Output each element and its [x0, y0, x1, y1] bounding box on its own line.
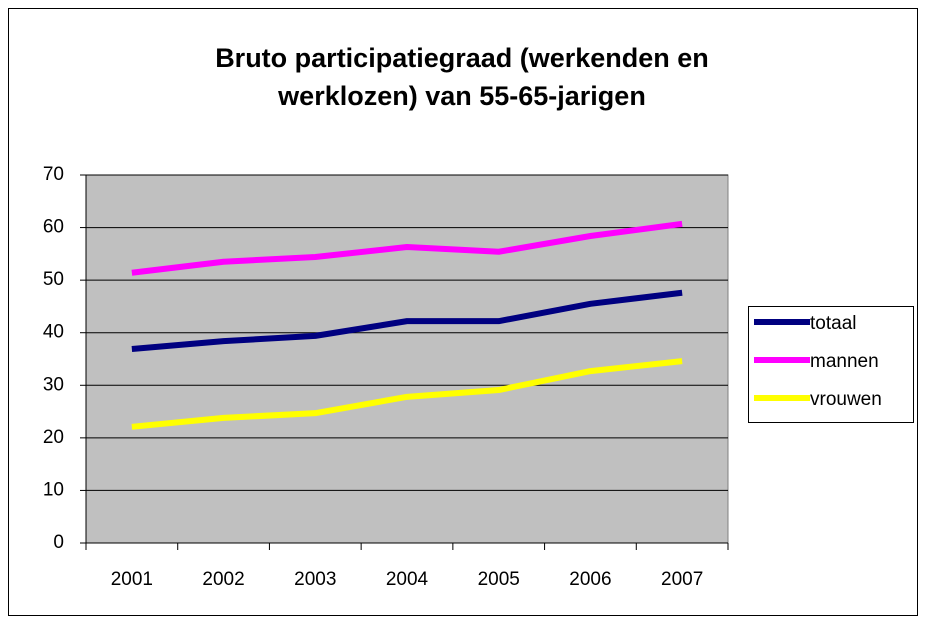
y-tick-label: 40	[43, 322, 64, 343]
x-tick-label: 2005	[478, 569, 520, 590]
series-line	[131, 358, 683, 430]
y-tick-label: 20	[43, 427, 64, 448]
x-tick-label: 2002	[202, 569, 244, 590]
x-tick-label: 2001	[111, 569, 153, 590]
legend-label: vrouwen	[810, 389, 882, 410]
y-tick-label: 0	[53, 532, 64, 553]
series-line	[131, 289, 683, 352]
y-tick-label: 30	[43, 374, 64, 395]
y-tick-label: 60	[43, 217, 64, 238]
y-tick-label: 10	[43, 479, 64, 500]
x-tick-label: 2004	[386, 569, 429, 590]
x-tick-label: 2007	[661, 569, 703, 590]
legend-label: mannen	[810, 351, 879, 372]
plot-area	[85, 174, 729, 544]
legend-label: totaal	[810, 313, 856, 334]
series-line	[131, 220, 683, 276]
legend	[748, 306, 914, 423]
chart-title: werklozen) van 55-65-jarigen	[277, 81, 646, 111]
x-tick-label: 2003	[294, 569, 336, 590]
chart-title: Bruto participatiegraad (werkenden en	[215, 43, 709, 73]
y-tick-label: 70	[43, 164, 64, 185]
y-tick-label: 50	[43, 269, 64, 290]
x-tick-label: 2006	[569, 569, 611, 590]
